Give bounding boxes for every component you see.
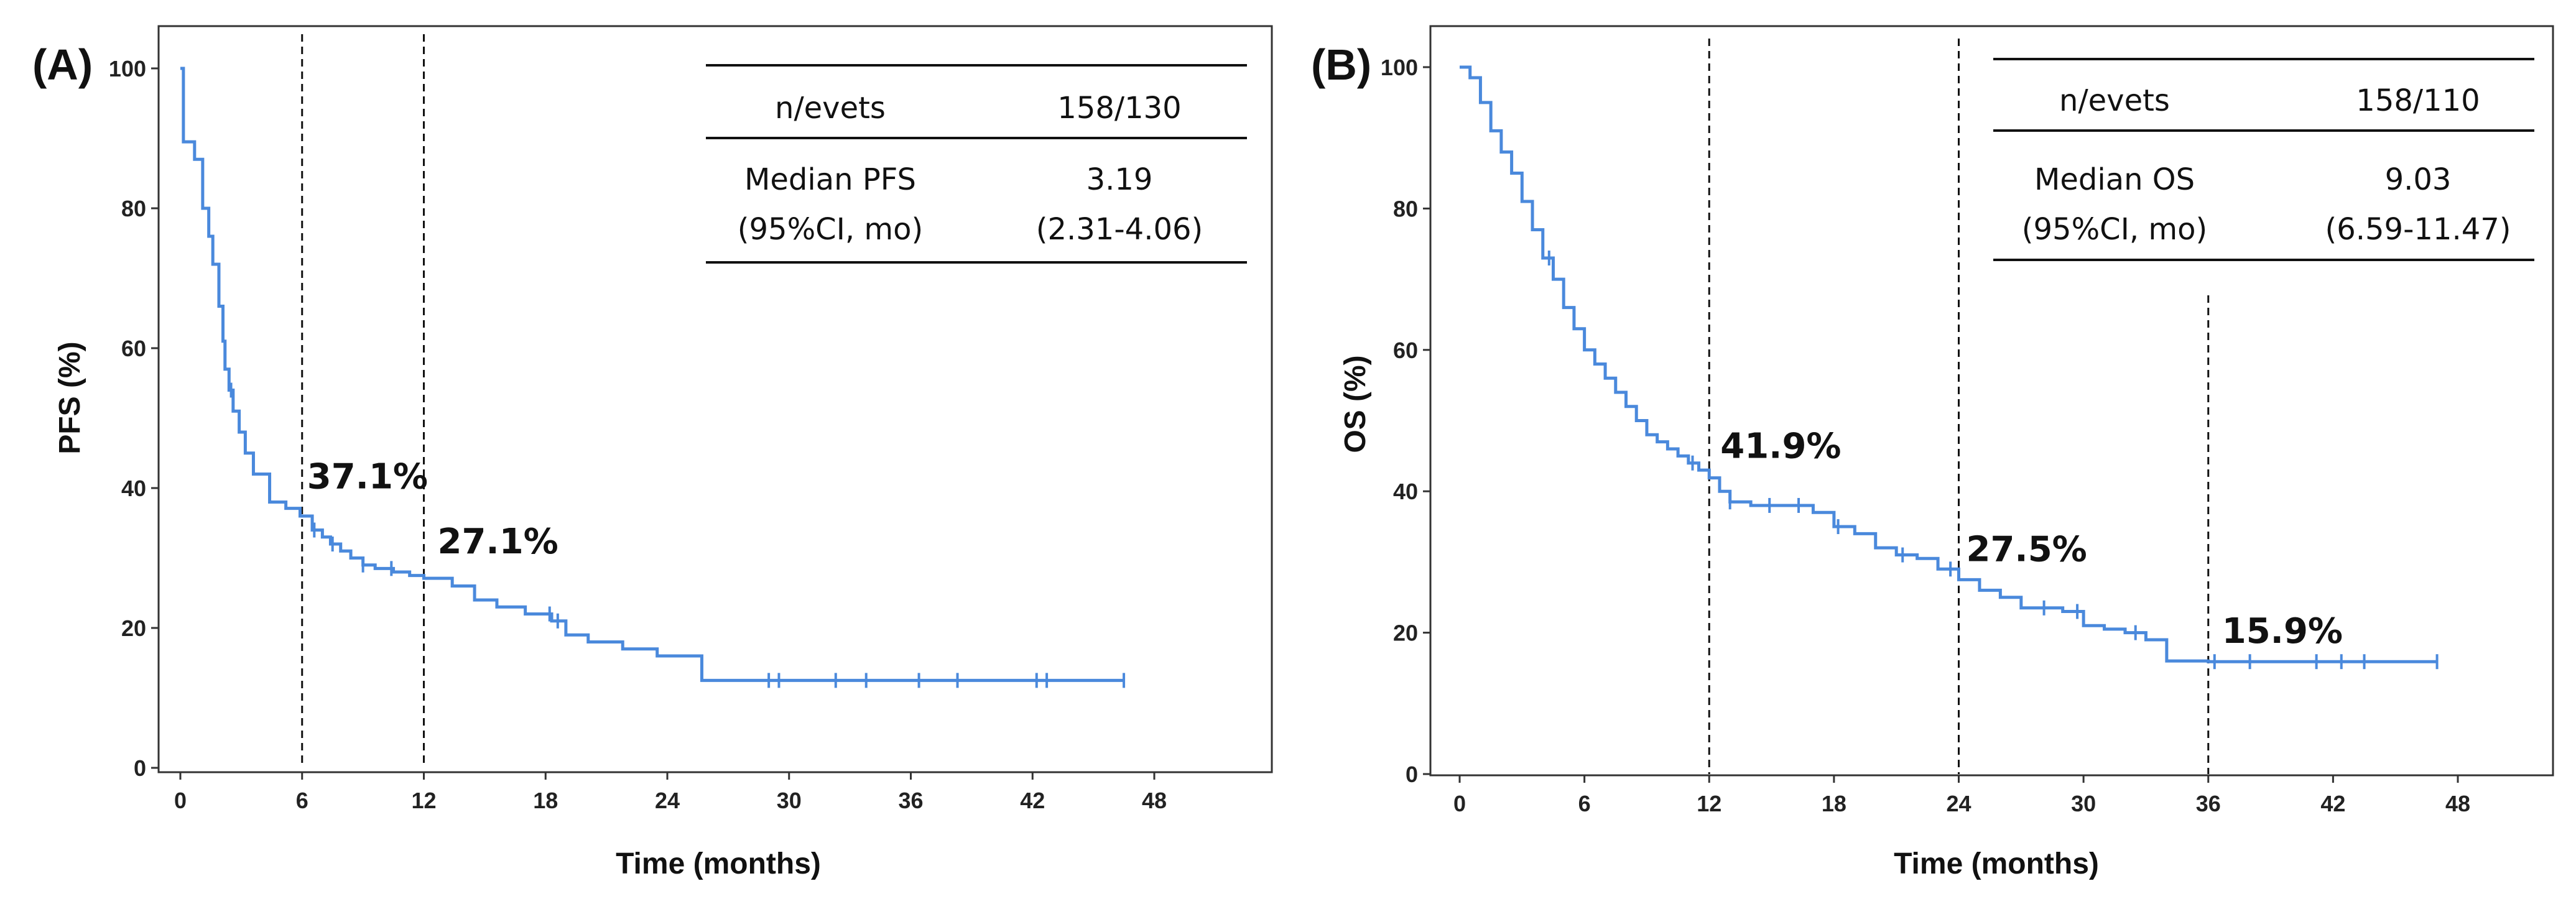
panel-b-rate-annotation: 15.9% bbox=[2222, 611, 2343, 652]
panel-a-y-tick-label: 40 bbox=[121, 476, 146, 501]
table-n-events-value: 158/130 bbox=[1057, 91, 1181, 126]
panel-b-y-tick-label: 60 bbox=[1393, 338, 1418, 363]
panel-a-x-tick-label: 36 bbox=[898, 788, 923, 813]
panel-b-rate-annotation: 41.9% bbox=[1720, 427, 1841, 467]
panel-a-rate-annotation: 37.1% bbox=[307, 457, 428, 497]
panel-b-x-tick-label: 18 bbox=[1822, 791, 1846, 816]
panel-a-survival-curve bbox=[180, 67, 1124, 682]
panel-b-x-tick-label: 42 bbox=[2320, 791, 2345, 816]
table-median-label: Median PFS bbox=[744, 162, 916, 197]
panel-a-x-axis-title: Time (months) bbox=[616, 847, 821, 880]
panel-b-x-tick-label: 6 bbox=[1578, 791, 1591, 816]
panel-b-x-tick-label: 36 bbox=[2196, 791, 2221, 816]
table-ci-label: (95%CI, mo) bbox=[2022, 212, 2207, 247]
panel-b-os: (B) 0 6 12 18 24 30 36 42 48 0 20 40 60 80 100 41.9% 27… bbox=[1311, 25, 2554, 880]
table-median-value: 9.03 bbox=[2385, 162, 2452, 197]
panel-a-y-tick-label: 60 bbox=[121, 336, 146, 361]
panel-b-x-axis-title: Time (months) bbox=[1894, 847, 2099, 880]
panel-b-survival-curve bbox=[1460, 65, 2437, 663]
panel-a-x-tick-label: 6 bbox=[296, 788, 308, 813]
panel-a-x-tick-label: 12 bbox=[411, 788, 436, 813]
panel-a-stats-table: n/evets 158/130 Median PFS 3.19 (95%CI, … bbox=[706, 64, 1247, 264]
panel-b-stats-table: n/evets 158/110 Median OS 9.03 (95%CI, m… bbox=[1993, 58, 2534, 261]
table-median-label: Median OS bbox=[2034, 162, 2195, 197]
table-n-events-label: n/evets bbox=[775, 91, 886, 126]
panel-a-pfs: (A) 0 6 12 18 24 30 36 42 48 0 20 40 60 80 100 37.1%27… bbox=[32, 25, 1273, 880]
panel-b-y-tick-label: 0 bbox=[1406, 762, 1418, 787]
panel-b-y-tick-label: 80 bbox=[1393, 196, 1418, 221]
table-ci-label: (95%CI, mo) bbox=[738, 212, 923, 247]
panel-a-rate-annotation: 27.1% bbox=[438, 522, 558, 562]
panel-a-y-tick-label: 100 bbox=[109, 56, 146, 81]
table-ci-value: (2.31-4.06) bbox=[1036, 212, 1203, 247]
panel-b-y-tick-label: 100 bbox=[1381, 55, 1418, 80]
panel-b-x-tick-label: 0 bbox=[1453, 791, 1466, 816]
panel-a-x-tick-label: 24 bbox=[655, 788, 680, 813]
panel-b-x-tick-label: 24 bbox=[1946, 791, 1971, 816]
panel-a-x-tick-label: 42 bbox=[1020, 788, 1045, 813]
panel-b-x-tick-label: 48 bbox=[2445, 791, 2470, 816]
table-median-value: 3.19 bbox=[1086, 162, 1153, 197]
panel-a-y-tick-label: 80 bbox=[121, 196, 146, 221]
panel-a-x-tick-label: 30 bbox=[777, 788, 802, 813]
table-n-events-value: 158/110 bbox=[2356, 83, 2480, 118]
panel-a-x-tick-label: 18 bbox=[533, 788, 558, 813]
table-n-events-label: n/evets bbox=[2059, 83, 2170, 118]
panel-a-x-tick-label: 48 bbox=[1142, 788, 1167, 813]
panel-b-y-axis-title: OS (%) bbox=[1339, 355, 1372, 453]
panel-a-y-tick-label: 0 bbox=[134, 755, 146, 781]
panel-b-x-tick-label: 12 bbox=[1697, 791, 1721, 816]
panel-a-y-axis-title: PFS (%) bbox=[53, 341, 86, 454]
panel-b-y-tick-label: 40 bbox=[1393, 479, 1418, 504]
panel-a-y-tick-label: 20 bbox=[121, 616, 146, 641]
panel-a-frame bbox=[157, 25, 1273, 773]
panel-a-x-tick-label: 0 bbox=[174, 788, 187, 813]
panel-b-y-tick-label: 20 bbox=[1393, 620, 1418, 646]
panel-b-frame bbox=[1429, 25, 2554, 777]
panel-b-x-tick-label: 30 bbox=[2071, 791, 2096, 816]
table-ci-value: (6.59-11.47) bbox=[2325, 212, 2511, 247]
panel-b-rate-annotation: 27.5% bbox=[1967, 529, 2087, 570]
panel-b-label: (B) bbox=[1311, 40, 1371, 89]
panel-a-label: (A) bbox=[32, 40, 93, 89]
